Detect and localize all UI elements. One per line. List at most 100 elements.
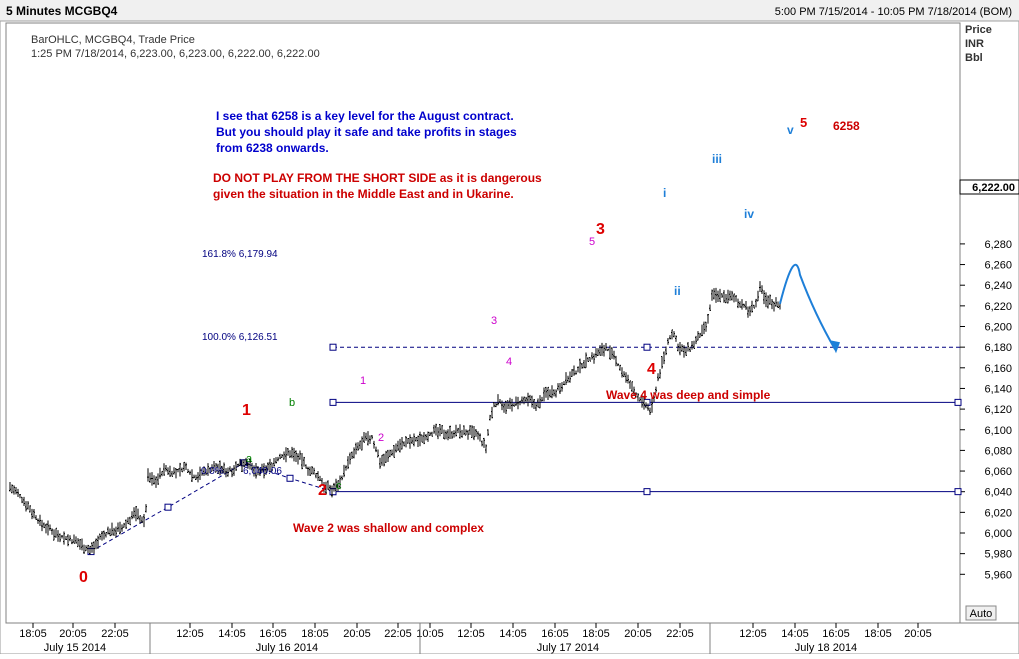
wave-overlay: [779, 263, 840, 354]
wave-label-a: a: [246, 453, 253, 465]
x-tick-label: 20:05: [624, 628, 652, 640]
y-tick-label: 6,180: [984, 342, 1012, 354]
minor-label-4: 4: [506, 356, 512, 368]
wave-label-2: 2: [318, 482, 327, 499]
x-tick-label: 10:05: [416, 628, 444, 640]
x-tick-label: 18:05: [19, 628, 47, 640]
fib-161-label: 161.8% 6,179.94: [202, 249, 278, 260]
fib-anchor: [954, 488, 962, 496]
x-tick-label: 22:05: [666, 628, 694, 640]
fib-100-label: 100.0% 6,126.51: [202, 332, 278, 343]
x-date-label: July 17 2014: [537, 642, 599, 654]
x-tick-label: 22:05: [101, 628, 129, 640]
x-date-label: July 15 2014: [44, 642, 106, 654]
x-tick-label: 12:05: [176, 628, 204, 640]
note-red-1: DO NOT PLAY FROM THE SHORT SIDE as it is…: [213, 171, 542, 185]
wave-anchor: [164, 503, 172, 511]
note-blue-2: But you should play it safe and take pro…: [216, 125, 517, 139]
wave-label-0: 0: [79, 569, 88, 586]
x-tick-label: 20:05: [59, 628, 87, 640]
target-label: 6258: [833, 119, 860, 133]
note-wave4: Wave 4 was deep and simple: [606, 388, 771, 402]
x-axis: 18:05 20:05 22:05 12:05 14:05 16:05 18:05 20:05…: [19, 623, 932, 654]
projection-curve: [779, 263, 836, 350]
y-tick-label: 6,160: [984, 363, 1012, 375]
note-wave2: Wave 2 was shallow and complex: [293, 521, 484, 535]
fib-0-val-label: 6,040.06: [243, 466, 282, 477]
y-tick-label: 6,220: [984, 301, 1012, 313]
sub-label-v: v: [787, 123, 794, 137]
sub-label-i: i: [663, 186, 666, 200]
x-tick-label: 16:05: [822, 628, 850, 640]
y-tick-label: 6,020: [984, 507, 1012, 519]
y-tick-label: 5,960: [984, 569, 1012, 581]
y-tick-label: 6,080: [984, 445, 1012, 457]
auto-scale-button[interactable]: [965, 605, 997, 621]
window-range: 5:00 PM 7/15/2014 - 10:05 PM 7/18/2014 (…: [775, 6, 1012, 18]
x-tick-label: 18:05: [582, 628, 610, 640]
fib-anchor: [643, 488, 651, 496]
wave-label-c: c: [336, 480, 342, 492]
ohlc-bars: [9, 281, 781, 555]
fib-anchor: [329, 343, 337, 351]
fib-0-pct-label: 0.0%: [201, 466, 224, 477]
y-tick-label: 6,240: [984, 280, 1012, 292]
axis-header-currency: INR: [965, 38, 984, 50]
x-tick-label: 20:05: [904, 628, 932, 640]
minor-label-3: 3: [491, 315, 497, 327]
minor-label-2: 2: [378, 432, 384, 444]
x-tick-label: 12:05: [457, 628, 485, 640]
y-tick-label: 6,140: [984, 383, 1012, 395]
x-tick-label: 16:05: [541, 628, 569, 640]
x-date-label: July 18 2014: [795, 642, 857, 654]
y-tick-label: 6,000: [984, 528, 1012, 540]
wave-label-3: 3: [596, 221, 605, 238]
note-blue-3: from 6238 onwards.: [216, 141, 329, 155]
x-tick-label: 14:05: [499, 628, 527, 640]
sub-label-ii: ii: [674, 284, 681, 298]
y-tick-label: 6,060: [984, 466, 1012, 478]
legend-line2: 1:25 PM 7/18/2014, 6,223.00, 6,223.00, 6…: [31, 48, 320, 60]
y-axis: 5,960 5,980 6,000 6,020 6,040 6,060 6,080 6,100…: [960, 239, 1012, 581]
y-tick-label: 5,980: [984, 549, 1012, 561]
legend-line1: BarOHLC, MCGBQ4, Trade Price: [31, 34, 195, 46]
window-title: 5 Minutes MCGBQ4: [6, 4, 118, 18]
minor-label-1: 1: [360, 375, 366, 387]
current-price-box: [959, 179, 1019, 195]
x-tick-label: 18:05: [301, 628, 329, 640]
fib-anchor: [329, 398, 337, 406]
axis-header-unit: Bbl: [965, 52, 983, 64]
x-date-label: July 16 2014: [256, 642, 318, 654]
title-bar: [0, 0, 1019, 21]
minor-label-5: 5: [589, 236, 595, 248]
sub-label-iv: iv: [744, 207, 754, 221]
y-tick-label: 6,200: [984, 322, 1012, 334]
y-tick-label: 6,260: [984, 260, 1012, 272]
y-tick-label: 6,120: [984, 404, 1012, 416]
y-tick-label: 6,280: [984, 239, 1012, 251]
x-tick-label: 20:05: [343, 628, 371, 640]
y-tick-label: 6,100: [984, 425, 1012, 437]
wave-anchor: [286, 474, 294, 482]
sub-label-iii: iii: [712, 152, 722, 166]
note-blue-1: I see that 6258 is a key level for the A…: [216, 109, 514, 123]
axis-header-price: Price: [965, 24, 992, 36]
x-tick-label: 16:05: [259, 628, 287, 640]
auto-scale-label: Auto: [970, 608, 993, 620]
current-price-label: 6,222.00: [972, 182, 1015, 194]
wave-label-1: 1: [242, 402, 251, 419]
x-tick-label: 12:05: [739, 628, 767, 640]
projection-arrowhead: [830, 340, 840, 354]
wave-label-b: b: [289, 397, 295, 409]
x-tick-label: 14:05: [218, 628, 246, 640]
wave-anchor: [87, 548, 95, 556]
x-tick-label: 18:05: [864, 628, 892, 640]
fib-anchor: [954, 398, 962, 406]
wave-label-4: 4: [647, 361, 656, 378]
wave-label-5: 5: [800, 115, 807, 130]
fib-anchor: [643, 343, 651, 351]
plot-area[interactable]: [5, 22, 961, 624]
x-tick-label: 22:05: [384, 628, 412, 640]
